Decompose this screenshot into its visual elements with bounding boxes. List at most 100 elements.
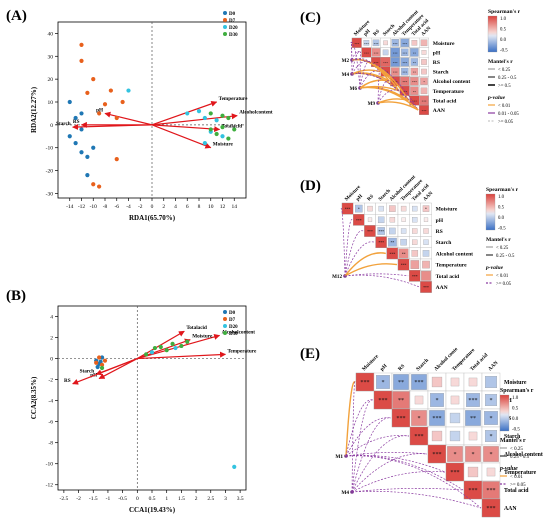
column-label: Moisture <box>361 353 380 372</box>
mantel-link <box>351 453 428 493</box>
y-axis-label: CCA2(8.35%) <box>30 376 38 419</box>
significance-label: ** <box>398 380 404 386</box>
significance-label: * <box>489 434 492 440</box>
legend-label-d30: D30 <box>229 33 238 38</box>
corr-legend-tick: 0.0 <box>498 216 505 221</box>
legend-label-d7: D7 <box>229 19 236 24</box>
legend-label-d0: D0 <box>229 311 236 316</box>
significance-label: * <box>471 452 474 458</box>
significance-label: *** <box>378 241 384 245</box>
vector-label-rs: RS <box>64 378 71 384</box>
corr-legend-gradient <box>485 193 496 231</box>
y-tick-label: 30 <box>48 54 54 60</box>
point-d0 <box>98 359 103 364</box>
point-d0 <box>95 364 100 370</box>
mantel-link <box>345 455 482 509</box>
heatmap-cell <box>390 47 400 58</box>
mantel-link <box>377 80 390 104</box>
x-tick-label: 4 <box>174 204 177 210</box>
significance-label: * <box>435 398 438 404</box>
x-tick-label: 8 <box>198 204 201 210</box>
significance-label: *** <box>414 434 423 440</box>
point-d30 <box>185 339 190 344</box>
p-legend-title: p-value <box>485 265 504 271</box>
x-tick-label: 6 <box>186 204 189 210</box>
point-d0 <box>79 150 84 155</box>
significance-label: * <box>453 452 456 458</box>
y-tick-label: -10 <box>46 146 54 152</box>
panel-e-mantel-heatmap: *** * ** ****** ** * *** **** * *** ** **** **** * * **… <box>335 346 543 518</box>
heatmap-cell <box>423 228 429 234</box>
point-d30 <box>232 127 237 132</box>
heatmap-cell <box>484 375 497 388</box>
significance-label: *** <box>486 506 495 512</box>
row-label: Alcohol content <box>433 79 471 85</box>
row-label: Total acid <box>436 274 460 280</box>
vector-arrow-totalacid <box>151 124 221 133</box>
heatmap-cell <box>421 68 427 75</box>
column-label: pH <box>363 28 372 37</box>
significance-label: *** <box>486 488 495 494</box>
point-d30 <box>226 136 231 141</box>
y-tick-label: -20 <box>46 169 54 175</box>
legend-marker-d30 <box>223 331 227 335</box>
heatmap-cell <box>363 40 370 46</box>
heatmap-cell <box>367 205 373 212</box>
heatmap-cell <box>377 216 385 224</box>
point-d30 <box>208 127 213 132</box>
vector-arrow-moisture <box>151 124 212 149</box>
x-tick-label: 2.5 <box>207 496 214 502</box>
vector-arrow-ph <box>98 358 138 380</box>
mantel-link <box>344 263 398 277</box>
point-d0 <box>79 127 84 132</box>
legend-label-d30: D30 <box>229 332 238 337</box>
panel-a-rda-plot: -14 -12 -10 -8 -6 -4 -2 0 2 4 6 8 10 12 14-30-20-10010… <box>30 11 273 222</box>
mantel-legend-title: Mantel's r <box>500 438 526 444</box>
vector-label-alcoholcontent: Alcoholcontent <box>222 329 256 335</box>
point-d7 <box>114 115 119 121</box>
point-d20 <box>232 464 237 469</box>
x-tick-label: -14 <box>66 204 74 210</box>
heatmap-cell <box>420 281 432 293</box>
point-d30 <box>164 348 169 353</box>
significance-label: *** <box>356 219 362 223</box>
significance-label: ** <box>413 51 417 55</box>
point-d7 <box>99 362 105 367</box>
mantel-link <box>350 42 361 89</box>
x-tick-label: -2 <box>76 496 81 502</box>
mantel-link <box>344 241 375 277</box>
row-label: Total acid <box>504 488 529 494</box>
heatmap-cell <box>410 67 419 76</box>
x-tick-label: 12 <box>220 204 226 210</box>
point-d30 <box>220 125 225 130</box>
x-tick-label: 1 <box>165 496 168 502</box>
heatmap-cell <box>468 431 478 441</box>
x-tick-label: -6 <box>114 204 119 210</box>
mantel-link <box>340 208 346 277</box>
significance-label: *** <box>393 42 398 46</box>
significance-label: *** <box>432 452 441 458</box>
heatmap-cell <box>411 40 418 46</box>
x-tick-label: -1.5 <box>89 496 98 502</box>
point-d7 <box>94 360 99 365</box>
x-tick-label: 14 <box>232 204 238 210</box>
row-label: Temperature <box>504 470 537 476</box>
legend-marker-d20 <box>223 25 227 29</box>
vector-arrow-temperature <box>151 100 218 126</box>
mantel-link <box>351 488 464 493</box>
mantel-node-label: M6 <box>350 86 358 92</box>
significance-label: *** <box>412 99 417 103</box>
point-d20 <box>196 109 202 114</box>
point-d30 <box>208 111 213 116</box>
x-tick-label: -0.5 <box>118 496 127 502</box>
significance-label: *** <box>393 61 398 65</box>
row-label: Starch <box>433 70 450 76</box>
panel-label-d: (D) <box>300 178 321 194</box>
y-tick-label: 2 <box>50 336 53 342</box>
heatmap-cell <box>422 260 430 269</box>
heatmap-cell <box>450 395 460 405</box>
y-tick-label: -2 <box>48 378 53 384</box>
heatmap-cell <box>400 228 407 234</box>
row-label: Moisture <box>436 207 458 213</box>
legend-label-d7: D7 <box>229 318 236 323</box>
